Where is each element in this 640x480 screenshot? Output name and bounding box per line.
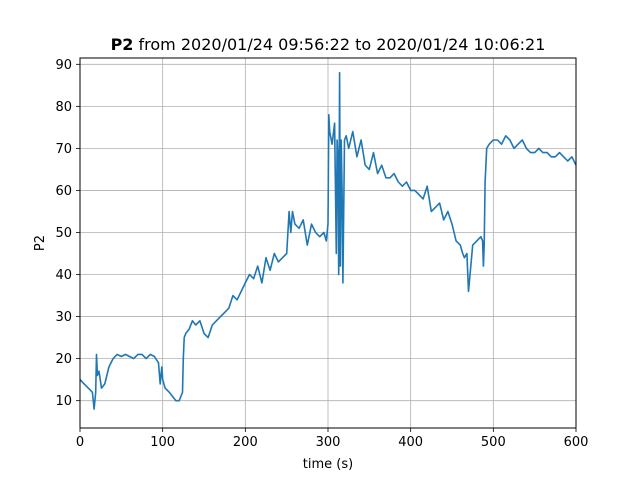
y-tick-label: 80 xyxy=(55,100,72,115)
y-tick-label: 50 xyxy=(55,226,72,241)
y-tick-label: 40 xyxy=(55,268,72,283)
x-tick-label: 300 xyxy=(316,435,341,450)
x-tick-label: 600 xyxy=(564,435,589,450)
y-tick-label: 10 xyxy=(55,394,72,409)
x-tick-label: 500 xyxy=(481,435,506,450)
chart-title-bold: P2 xyxy=(111,35,134,54)
y-tick-label: 30 xyxy=(55,310,72,325)
x-tick-label: 400 xyxy=(398,435,423,450)
y-tick-label: 70 xyxy=(55,142,72,157)
x-tick-label: 200 xyxy=(233,435,258,450)
x-tick-label: 0 xyxy=(76,435,84,450)
y-tick-label: 90 xyxy=(55,58,72,73)
series-line xyxy=(79,71,577,410)
y-axis-label: P2 xyxy=(33,235,48,251)
chart-title: P2 from 2020/01/24 09:56:22 to 2020/01/2… xyxy=(111,35,546,54)
x-tick-label: 100 xyxy=(150,435,175,450)
series-group xyxy=(79,71,577,410)
y-tick-label: 60 xyxy=(55,184,72,199)
chart-title-rest: from 2020/01/24 09:56:22 to 2020/01/24 1… xyxy=(133,35,545,54)
tick-group: 0 100 200 300 400 500 600 10 20 30 40 50 60 70 80 90 xyxy=(55,58,588,450)
x-axis-label: time (s) xyxy=(303,457,353,472)
y-tick-label: 20 xyxy=(55,352,72,367)
